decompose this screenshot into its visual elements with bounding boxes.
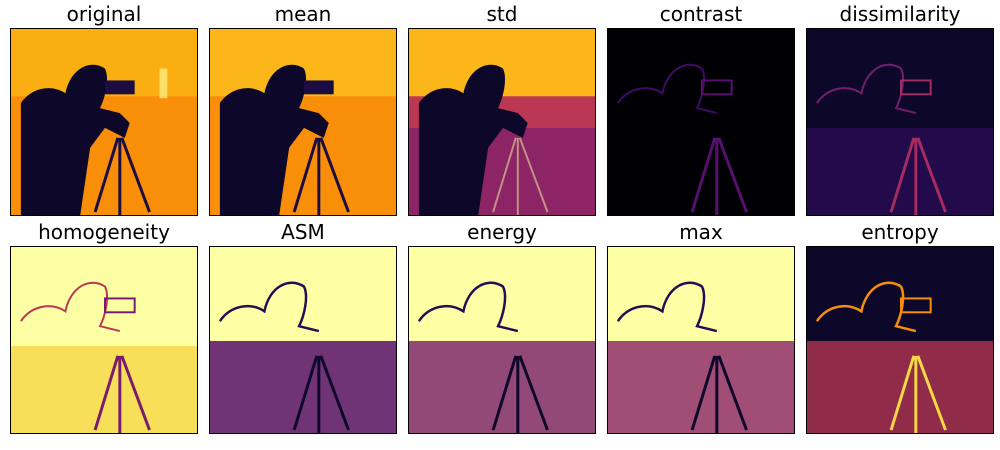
image-max xyxy=(607,246,795,434)
panel-title: ASM xyxy=(281,220,325,244)
cameraman-std-image xyxy=(409,29,595,215)
panel-title: energy xyxy=(467,220,537,244)
panel-title: entropy xyxy=(861,220,939,244)
cameraman-mean-image xyxy=(210,29,396,215)
cameraman-asm-image xyxy=(210,247,396,433)
panel-title: original xyxy=(66,2,142,26)
image-energy xyxy=(408,246,596,434)
cameraman-homogeneity-image xyxy=(11,247,197,433)
cameraman-max-image xyxy=(608,247,794,433)
panel-title: mean xyxy=(274,2,332,26)
image-mean xyxy=(209,28,397,216)
image-asm xyxy=(209,246,397,434)
panel-title: contrast xyxy=(659,2,743,26)
cameraman-contrast-image xyxy=(608,29,794,215)
image-contrast xyxy=(607,28,795,216)
panel-title: dissimilarity xyxy=(839,2,961,26)
panel-title: std xyxy=(486,2,518,26)
image-dissimilarity xyxy=(806,28,994,216)
cameraman-original-image xyxy=(11,29,197,215)
image-homogeneity xyxy=(10,246,198,434)
cameraman-dissimilarity-image xyxy=(807,29,993,215)
cameraman-entropy-image xyxy=(807,247,993,433)
panel-title: max xyxy=(679,220,723,244)
image-entropy xyxy=(806,246,994,434)
panel-title: homogeneity xyxy=(38,220,170,244)
image-original xyxy=(10,28,198,216)
image-std xyxy=(408,28,596,216)
cameraman-energy-image xyxy=(409,247,595,433)
